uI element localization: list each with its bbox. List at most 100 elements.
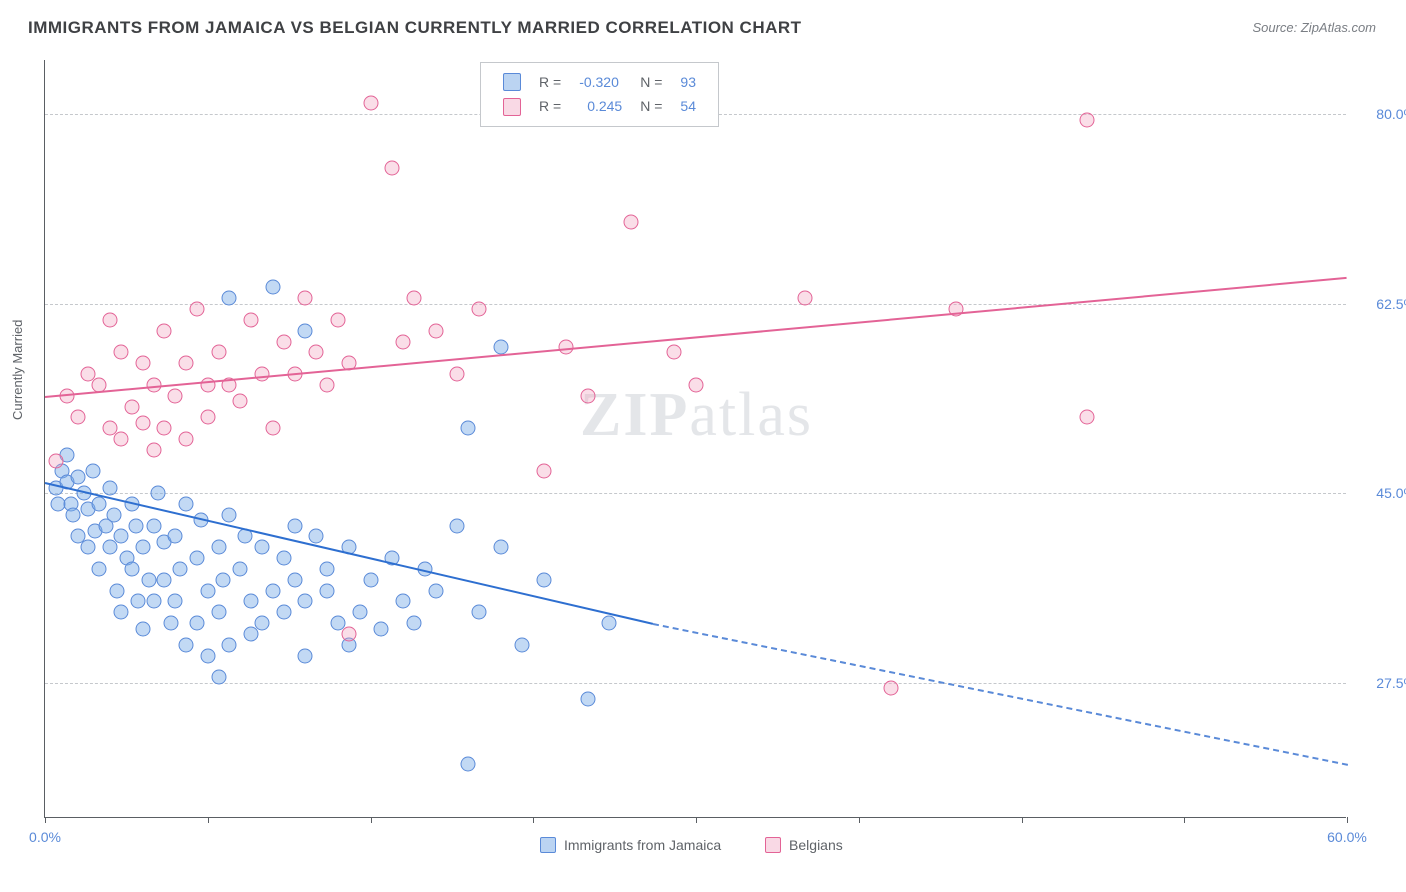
data-point xyxy=(667,345,682,360)
data-point xyxy=(135,540,150,555)
data-point xyxy=(189,302,204,317)
data-point xyxy=(215,572,230,587)
y-axis-title: Currently Married xyxy=(10,320,25,420)
data-point xyxy=(298,648,313,663)
data-point xyxy=(179,432,194,447)
data-point xyxy=(298,594,313,609)
y-tick-label: 80.0% xyxy=(1356,106,1406,122)
data-point xyxy=(493,339,508,354)
data-point xyxy=(131,594,146,609)
data-point xyxy=(461,756,476,771)
y-tick-label: 62.5% xyxy=(1356,296,1406,312)
data-point xyxy=(200,648,215,663)
data-point xyxy=(81,540,96,555)
data-point xyxy=(135,621,150,636)
data-point xyxy=(298,291,313,306)
data-point xyxy=(168,388,183,403)
data-point xyxy=(179,496,194,511)
data-point xyxy=(472,302,487,317)
data-point xyxy=(320,377,335,392)
data-point xyxy=(189,551,204,566)
data-point xyxy=(157,421,172,436)
data-point xyxy=(179,637,194,652)
data-point xyxy=(163,616,178,631)
data-point xyxy=(374,621,389,636)
data-point xyxy=(1079,410,1094,425)
data-point xyxy=(396,594,411,609)
gridline xyxy=(45,304,1346,305)
data-point xyxy=(142,572,157,587)
chart-title: IMMIGRANTS FROM JAMAICA VS BELGIAN CURRE… xyxy=(28,18,802,38)
data-point xyxy=(255,540,270,555)
data-point xyxy=(189,616,204,631)
data-point xyxy=(450,518,465,533)
data-point xyxy=(884,681,899,696)
x-tick xyxy=(1022,817,1023,823)
legend-row-pink: R =0.245 N =54 xyxy=(495,95,704,117)
data-point xyxy=(287,572,302,587)
data-point xyxy=(276,605,291,620)
data-point xyxy=(113,529,128,544)
legend-row-blue: R =-0.320 N =93 xyxy=(495,71,704,93)
data-point xyxy=(461,421,476,436)
data-point xyxy=(406,291,421,306)
data-point xyxy=(602,616,617,631)
x-tick-label: 0.0% xyxy=(29,829,61,845)
data-point xyxy=(537,464,552,479)
legend-swatch-blue xyxy=(503,73,521,91)
swatch-icon xyxy=(765,837,781,853)
data-point xyxy=(406,616,421,631)
data-point xyxy=(109,583,124,598)
bottom-legend-blue: Immigrants from Jamaica xyxy=(540,837,721,853)
data-point xyxy=(222,291,237,306)
y-tick-label: 45.0% xyxy=(1356,485,1406,501)
gridline xyxy=(45,683,1346,684)
data-point xyxy=(135,415,150,430)
data-point xyxy=(211,670,226,685)
data-point xyxy=(255,616,270,631)
data-point xyxy=(309,529,324,544)
data-point xyxy=(211,345,226,360)
gridline xyxy=(45,493,1346,494)
data-point xyxy=(363,96,378,111)
data-point xyxy=(48,453,63,468)
data-point xyxy=(255,367,270,382)
data-point xyxy=(428,583,443,598)
data-point xyxy=(472,605,487,620)
data-point xyxy=(150,486,165,501)
data-point xyxy=(211,540,226,555)
data-point xyxy=(1079,112,1094,127)
data-point xyxy=(92,561,107,576)
data-point xyxy=(211,605,226,620)
data-point xyxy=(146,594,161,609)
data-point xyxy=(309,345,324,360)
y-tick-label: 27.5% xyxy=(1356,675,1406,691)
data-point xyxy=(113,345,128,360)
data-point xyxy=(70,469,85,484)
data-point xyxy=(107,507,122,522)
legend-stats: R =-0.320 N =93 R =0.245 N =54 xyxy=(480,62,719,127)
x-tick xyxy=(45,817,46,823)
data-point xyxy=(168,529,183,544)
data-point xyxy=(113,605,128,620)
legend-swatch-pink xyxy=(503,98,521,116)
data-point xyxy=(385,161,400,176)
data-point xyxy=(689,377,704,392)
data-point xyxy=(172,561,187,576)
data-point xyxy=(244,594,259,609)
data-point xyxy=(168,594,183,609)
data-point xyxy=(428,323,443,338)
data-point xyxy=(341,626,356,641)
x-tick-label: 60.0% xyxy=(1327,829,1367,845)
bottom-legend-pink: Belgians xyxy=(765,837,843,853)
data-point xyxy=(179,356,194,371)
x-tick xyxy=(533,817,534,823)
source-label: Source: ZipAtlas.com xyxy=(1252,20,1376,35)
data-point xyxy=(233,561,248,576)
data-point xyxy=(515,637,530,652)
data-point xyxy=(66,507,81,522)
data-point xyxy=(233,394,248,409)
data-point xyxy=(103,480,118,495)
data-point xyxy=(157,323,172,338)
x-tick xyxy=(1184,817,1185,823)
